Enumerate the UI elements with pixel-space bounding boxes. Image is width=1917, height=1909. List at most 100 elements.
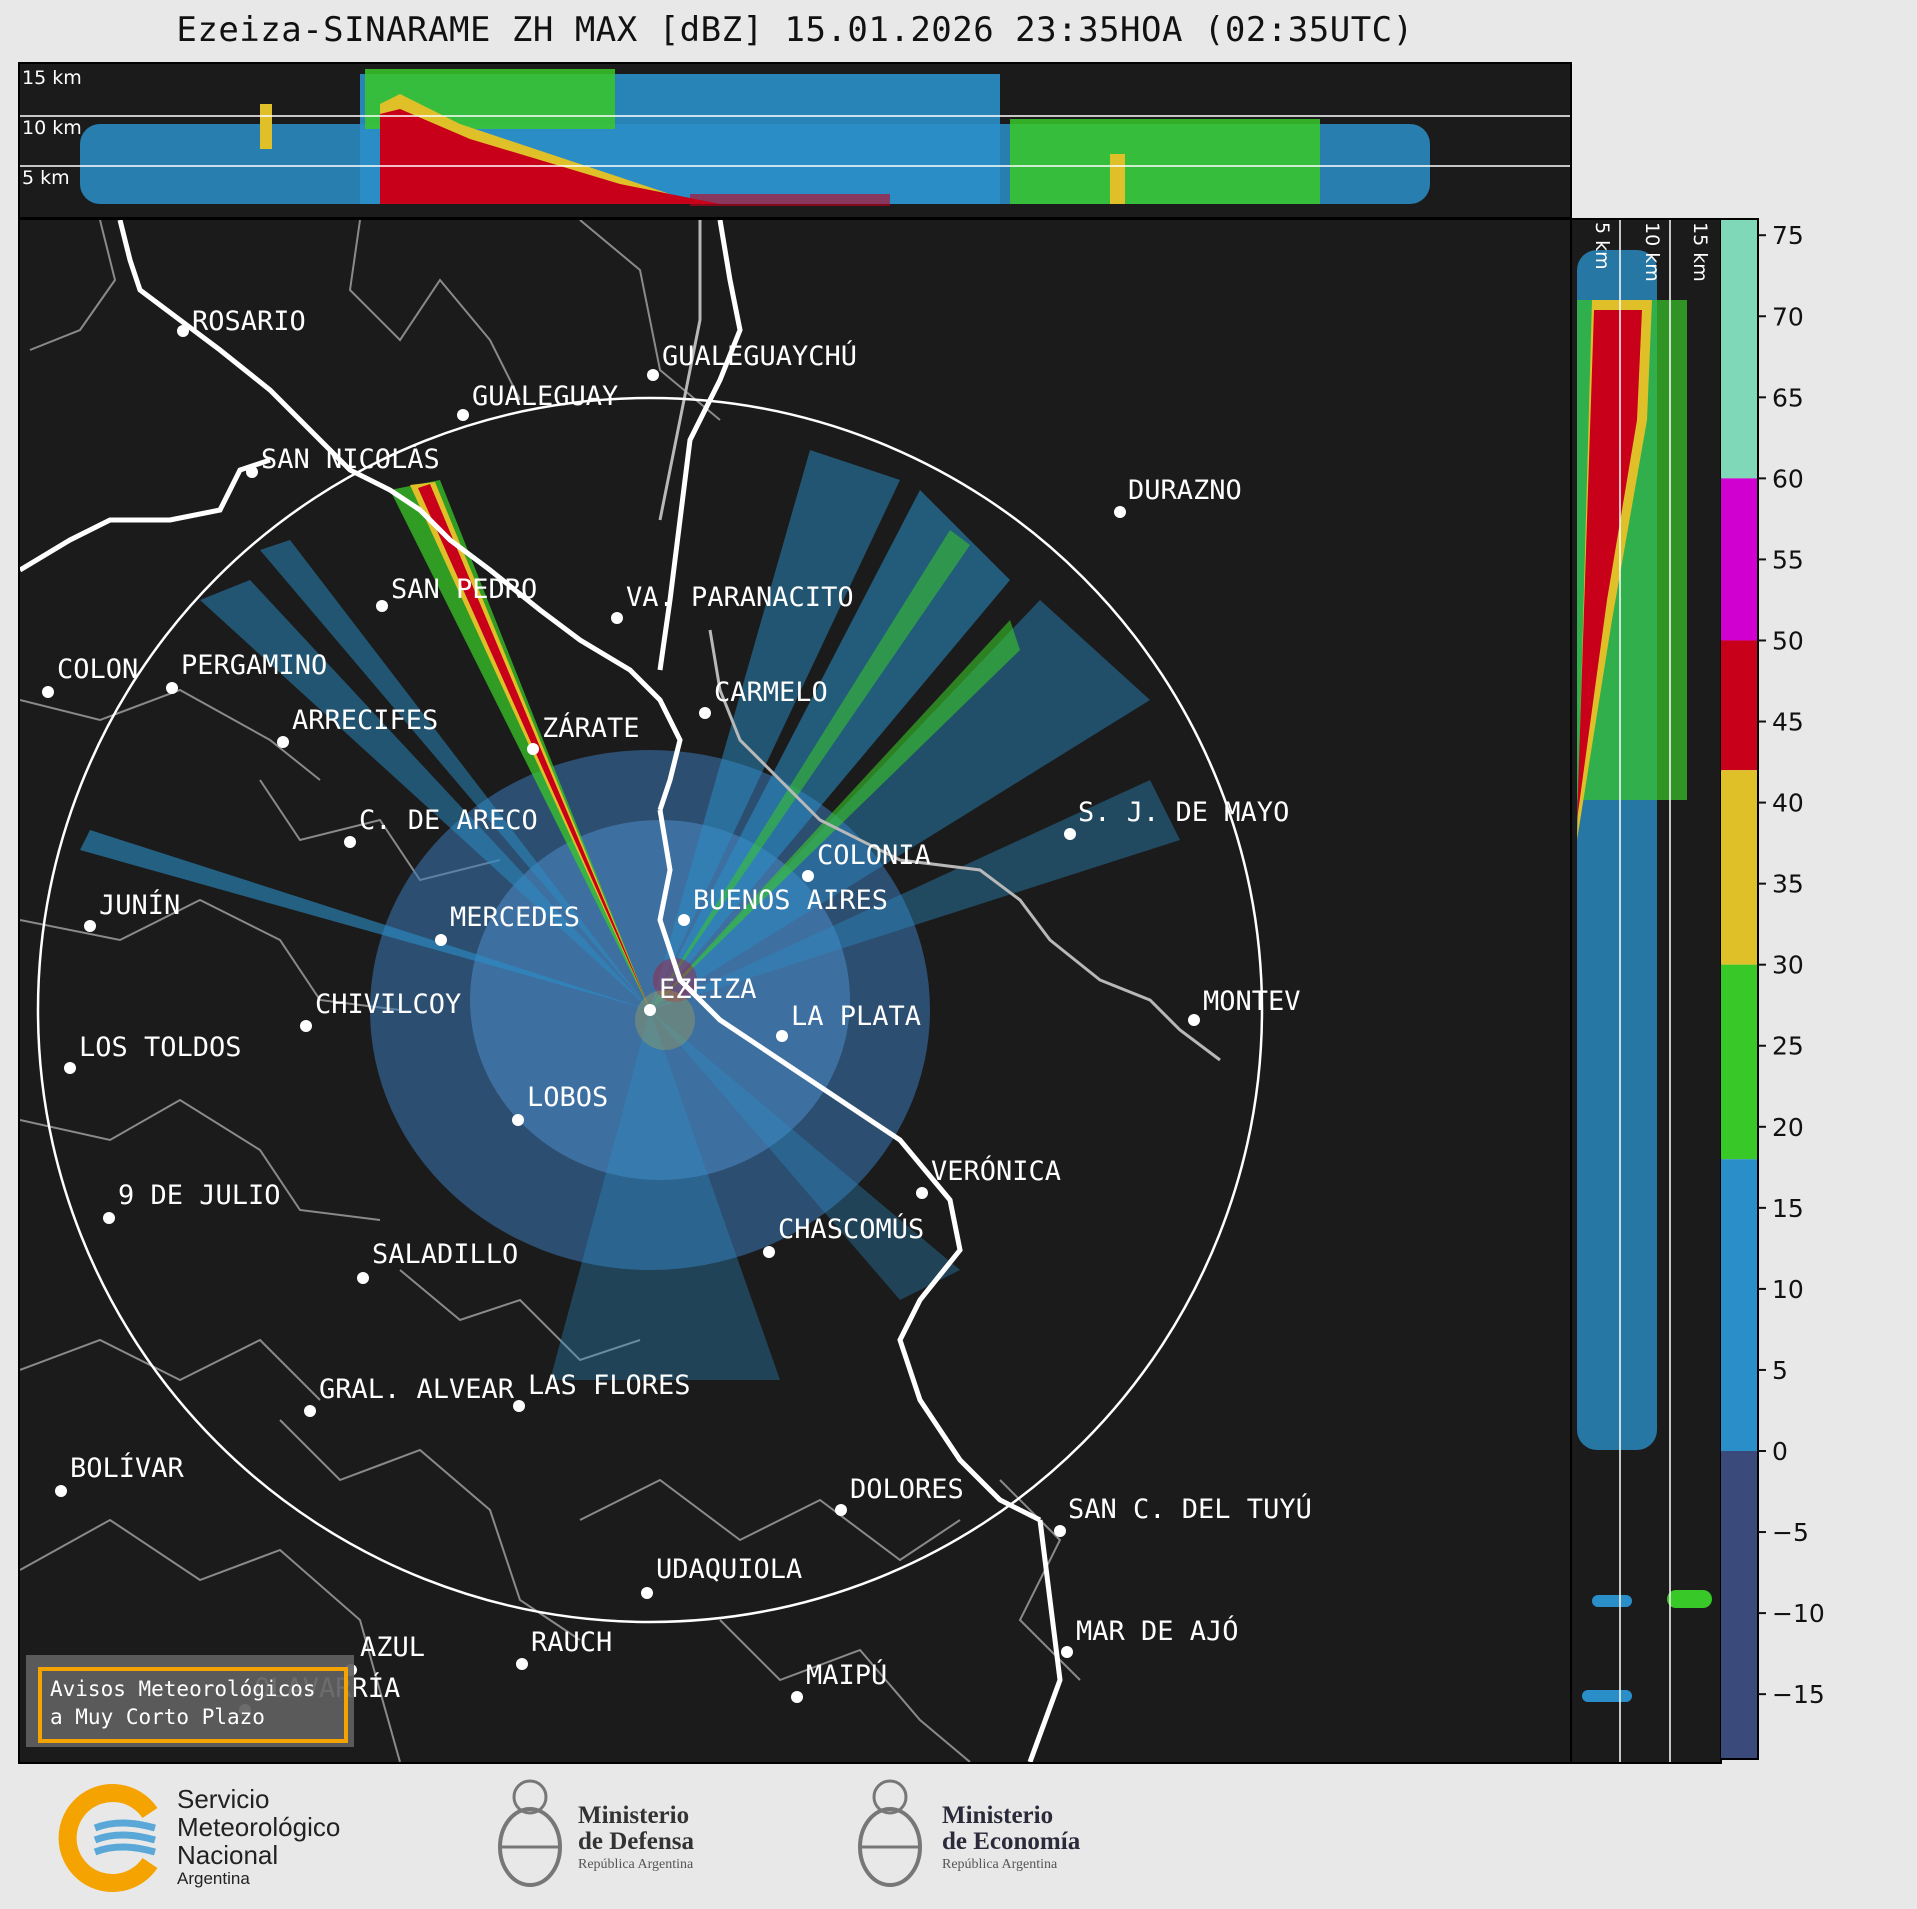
defensa-line-3: República Argentina	[578, 1857, 694, 1872]
defensa-line-1: Ministerio	[578, 1802, 690, 1829]
profile-echoes	[80, 69, 1430, 206]
side-profile-echoes	[1577, 250, 1712, 1702]
economia-line-1: Ministerio	[942, 1802, 1054, 1829]
colorbar-band-1	[1720, 478, 1758, 641]
city-label: DURAZNO	[1128, 475, 1242, 506]
city-label: VERÓNICA	[931, 1155, 1061, 1187]
colorbar-tick-label: 60	[1772, 464, 1804, 493]
colorbar-tick-label: 65	[1772, 383, 1804, 412]
city-label: SAN PEDRO	[391, 574, 537, 605]
city-label: VA. PARANACITO	[626, 582, 854, 613]
colorbar-tick-label: 25	[1772, 1032, 1804, 1061]
height-label-5km: 5 km	[22, 167, 70, 189]
colorbar: 75 70 65 60 55 50 45 40 35 30 25 20 15 10 5 0 −5 −10 −15	[1720, 218, 1917, 1762]
colorbar-tick-label: 0	[1772, 1437, 1788, 1466]
chart-title: Ezeiza-SINARAME ZH MAX [dBZ] 15.01.2026 …	[176, 10, 1414, 50]
colorbar-frame	[1720, 218, 1759, 1760]
city-label: LA PLATA	[791, 1001, 921, 1032]
colorbar-band-3	[1720, 770, 1758, 965]
city-label: MERCEDES	[450, 902, 580, 933]
radar-map[interactable]: ROSARIO GUALEGUAYCHÚ GUALEGUAY SAN NICOL…	[18, 218, 1572, 1764]
city-label: ROSARIO	[192, 306, 306, 337]
colorbar-tick-label: 75	[1772, 221, 1804, 250]
river-plate-border	[658, 220, 1221, 1062]
city-label: MAR DE AJÓ	[1076, 1615, 1239, 1647]
city-label: BOLÍVAR	[70, 1452, 185, 1484]
smn-line-1: Servicio	[177, 1784, 270, 1814]
city-label: CHIVILCOY	[315, 989, 461, 1020]
smn-line-2: Meteorológico	[177, 1812, 341, 1842]
city-label: ARRECIFES	[292, 705, 438, 736]
city-label: CARMELO	[714, 677, 828, 708]
city-label: EZEIZA	[659, 974, 757, 1005]
city-label: SALADILLO	[372, 1239, 518, 1270]
colorbar-tick-label: 70	[1772, 302, 1804, 331]
city-label: S. J. DE MAYO	[1078, 797, 1289, 828]
coastline	[20, 220, 1063, 1762]
admin-borders	[20, 220, 1081, 1762]
warning-box[interactable]: Avisos Meteorológicos a Muy Corto Plazo	[26, 1655, 354, 1747]
colorbar-tick-label: 15	[1772, 1194, 1804, 1223]
economia-logo: Ministerio de Economía República Argenti…	[850, 1775, 1140, 1895]
smn-line-4: Argentina	[177, 1869, 250, 1888]
height-label-5km-side: 5 km	[1591, 222, 1613, 270]
height-label-15km-side: 15 km	[1689, 222, 1711, 282]
colorbar-tick-label: −5	[1772, 1518, 1809, 1547]
colorbar-tick-label: 50	[1772, 626, 1804, 655]
city-markers: ROSARIO GUALEGUAYCHÚ GUALEGUAY SAN NICOL…	[42, 306, 1312, 1716]
colorbar-bands	[1720, 219, 1758, 1759]
defensa-line-2: de Defensa	[578, 1828, 694, 1855]
warning-link[interactable]: Avisos Meteorológicos a Muy Corto Plazo	[38, 1667, 348, 1743]
city-label: MONTEV	[1203, 986, 1301, 1017]
height-label-15km: 15 km	[22, 67, 82, 89]
city-label: DOLORES	[850, 1474, 964, 1505]
city-label: JUNÍN	[99, 889, 180, 921]
city-label: COLON	[57, 654, 138, 685]
vertical-profile-ns-svg: 15 km 10 km 5 km	[20, 67, 1570, 206]
city-label: MAIPÚ	[806, 1659, 887, 1691]
colorbar-tick-label: 45	[1772, 708, 1804, 737]
city-label: LOBOS	[527, 1082, 608, 1113]
colorbar-band-6	[1720, 1451, 1758, 1759]
height-label-10km: 10 km	[22, 117, 82, 139]
argentina-coat-of-arms-icon	[858, 1779, 922, 1887]
colorbar-tick-label: −15	[1772, 1680, 1825, 1709]
smn-logo: Servicio Meteorológico Nacional Argentin…	[55, 1775, 395, 1895]
warning-line-1: Avisos Meteorológicos	[50, 1677, 316, 1701]
colorbar-tick-label: 40	[1772, 789, 1804, 818]
smn-emblem-icon	[58, 1784, 158, 1892]
city-label: GUALEGUAY	[472, 381, 618, 412]
colorbar-tick-label: −10	[1772, 1599, 1825, 1628]
height-label-10km-side: 10 km	[1641, 222, 1663, 282]
vertical-profile-ew-svg: 5 km 10 km 15 km	[1577, 220, 1712, 1762]
range-ring	[36, 396, 1264, 1624]
colorbar-band-5	[1720, 1159, 1758, 1451]
city-label: PERGAMINO	[181, 650, 327, 681]
city-label: CHASCOMÚS	[778, 1213, 924, 1245]
city-label: LAS FLORES	[528, 1370, 691, 1401]
vertical-profile-ew: 5 km 10 km 15 km	[1570, 218, 1722, 1764]
city-label: SAN NICOLÁS	[261, 443, 440, 475]
smn-line-3: Nacional	[177, 1840, 279, 1870]
colorbar-tick-label: 20	[1772, 1113, 1804, 1142]
colorbar-tick-label: 5	[1772, 1356, 1788, 1385]
city-label: C. DE ARECO	[359, 805, 538, 836]
city-label: BUENOS AIRES	[693, 885, 888, 916]
colorbar-tick-label: 30	[1772, 951, 1804, 980]
defensa-logo: Ministerio de Defensa República Argentin…	[490, 1775, 770, 1895]
warning-line-2: a Muy Corto Plazo	[50, 1705, 265, 1729]
colorbar-tick-label: 35	[1772, 870, 1804, 899]
colorbar-tick-label: 10	[1772, 1275, 1804, 1304]
economia-line-2: de Economía	[942, 1828, 1081, 1855]
city-label: LOS TOLDOS	[79, 1032, 242, 1063]
colorbar-tick-label: 55	[1772, 545, 1804, 574]
city-label: SAN C. DEL TUYÚ	[1068, 1493, 1312, 1525]
city-label: AZUL	[360, 1632, 425, 1663]
radar-map-svg: ROSARIO GUALEGUAYCHÚ GUALEGUAY SAN NICOL…	[20, 220, 1312, 1762]
vertical-profile-ns: 15 km 10 km 5 km	[18, 62, 1572, 219]
economia-line-3: República Argentina	[942, 1857, 1058, 1872]
colorbar-band-0	[1720, 219, 1758, 479]
argentina-coat-of-arms-icon	[498, 1779, 562, 1887]
